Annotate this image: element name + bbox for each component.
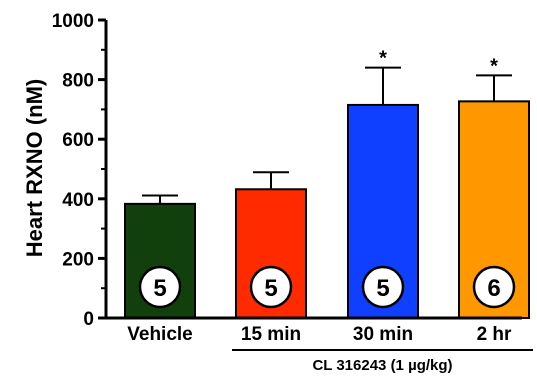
significance-marker: * <box>379 48 387 70</box>
group-label: CL 316243 (1 µg/kg) <box>312 357 452 374</box>
n-circle <box>472 265 516 309</box>
y-tick-label: 600 <box>62 130 94 151</box>
n-label: 6 <box>487 275 500 302</box>
y-axis-label: Heart RXNO (nM) <box>22 79 47 257</box>
x-tick-label: 2 hr <box>477 324 512 345</box>
n-label: 5 <box>264 275 277 302</box>
n-circle <box>249 265 293 309</box>
n-circle <box>361 265 405 309</box>
y-tick-label: 200 <box>62 249 94 270</box>
y-tick-label: 400 <box>62 190 94 211</box>
y-tick-label: 0 <box>83 309 94 330</box>
n-circle <box>138 265 182 309</box>
x-tick-label: Vehicle <box>127 324 193 345</box>
n-label: 5 <box>376 275 389 302</box>
y-tick-label: 800 <box>62 71 94 92</box>
bars: 5 5 5 * 6 * <box>124 48 530 320</box>
n-label: 5 <box>153 275 166 302</box>
x-tick-label: 30 min <box>353 324 413 345</box>
significance-marker: * <box>490 55 498 77</box>
y-tick-label: 1000 <box>52 11 94 32</box>
y-axis: 0 200 400 600 800 1000 <box>52 11 108 330</box>
x-axis: Vehicle 15 min 30 min 2 hr <box>106 316 522 345</box>
x-tick-label: 15 min <box>241 324 301 345</box>
